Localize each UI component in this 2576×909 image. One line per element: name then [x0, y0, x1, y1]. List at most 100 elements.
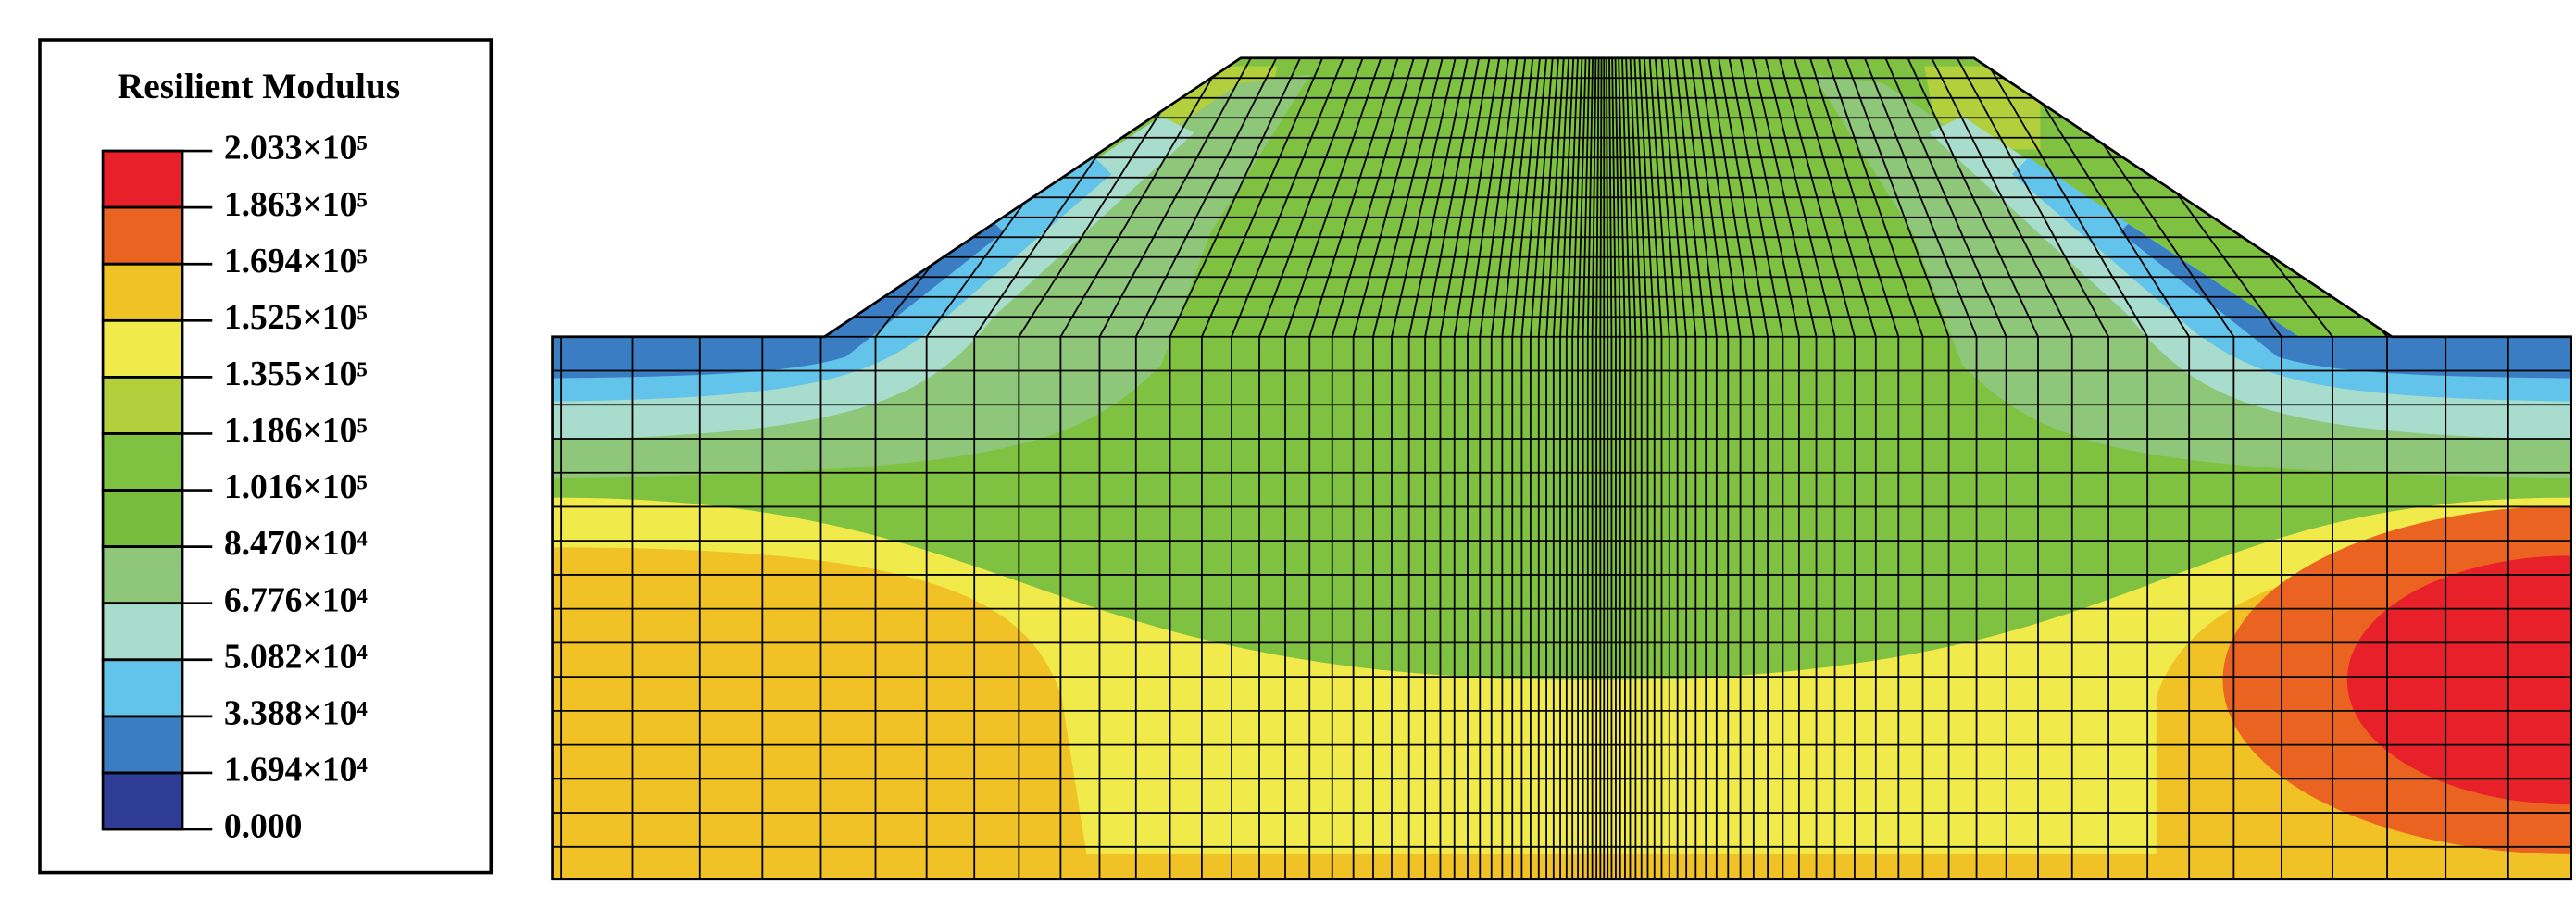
mesh-line — [1501, 57, 1534, 337]
mesh-line — [1537, 57, 1559, 337]
mesh-line — [1059, 57, 1225, 338]
colorbar-swatch — [101, 658, 184, 718]
mesh-line — [1643, 57, 1663, 337]
colorbar-swatch — [101, 771, 184, 831]
colorbar-swatch — [101, 715, 184, 775]
mesh-line — [1608, 57, 1613, 337]
mesh-line — [1511, 57, 1541, 337]
mesh-line — [1599, 57, 1603, 337]
mesh-line — [1667, 57, 1697, 337]
colorbar-label: 0.000 — [224, 807, 303, 846]
colorbar-label: 1.694×10⁴ — [224, 751, 368, 790]
mesh-line — [1844, 57, 1950, 338]
mesh-line — [1956, 57, 2109, 338]
mesh-line — [1826, 57, 1924, 338]
mesh-line — [1778, 57, 1856, 338]
colorbar-label: 2.033×10⁵ — [224, 129, 368, 168]
mesh-line — [1629, 57, 1643, 337]
colorbar-label: 1.694×10⁵ — [224, 242, 368, 280]
mesh-line — [1559, 57, 1575, 337]
mesh-line — [1983, 57, 2148, 338]
mesh-line — [1098, 57, 1252, 338]
mesh-line — [1907, 57, 2039, 338]
mesh-line — [1739, 57, 1800, 337]
mesh-line — [1931, 57, 2073, 338]
mesh-line — [1718, 57, 1769, 337]
mesh-line — [1258, 57, 1364, 338]
domain-outline — [551, 56, 2573, 881]
contour-region — [2222, 505, 2571, 854]
mesh-line — [1654, 57, 1679, 337]
colorbar-label: 1.525×10⁵ — [224, 298, 368, 337]
mesh-line — [1793, 57, 1877, 338]
mesh-line — [1638, 57, 1656, 337]
mesh-line — [1407, 57, 1469, 337]
mesh-line — [1591, 57, 1597, 337]
mesh-line — [1728, 57, 1784, 337]
mesh-line — [1884, 57, 2007, 338]
colorbar-label: 1.355×10⁵ — [224, 355, 368, 393]
mesh-line — [1633, 57, 1649, 337]
mesh-line — [1809, 57, 1900, 338]
colorbar-swatch — [101, 318, 184, 379]
canvas: Resilient Modulus 2.033×10⁵ 1.863×10⁵ 1.69… — [38, 38, 2573, 881]
mesh-line — [1582, 57, 1591, 337]
mesh-line — [1530, 57, 1554, 337]
contour-region — [2346, 555, 2571, 805]
contour-region — [552, 223, 1004, 379]
mesh-line — [1308, 57, 1399, 338]
colorbar-label: 6.776×10⁴ — [224, 580, 368, 619]
mesh-line — [1467, 57, 1510, 337]
mesh-line — [1391, 57, 1457, 337]
mesh-line — [1614, 57, 1621, 337]
mesh-line — [1201, 57, 1324, 338]
mesh-line — [1751, 57, 1818, 337]
mesh-line — [1648, 57, 1670, 337]
mesh-line — [1707, 57, 1755, 337]
mesh-line — [1231, 57, 1344, 338]
colorbar-swatch — [101, 376, 184, 435]
colorbar-label: 1.016×10⁵ — [224, 467, 368, 506]
colorbar-swatch — [101, 149, 184, 209]
mesh-line — [1284, 57, 1382, 338]
mesh-line — [1764, 57, 1836, 337]
mesh-line — [1864, 57, 1978, 338]
mesh-line — [1618, 57, 1626, 337]
mesh-line — [1611, 57, 1617, 337]
colorbar-label: 3.388×10⁴ — [224, 693, 368, 732]
colorbar-swatch — [101, 432, 184, 492]
colorbar-swatch — [101, 205, 184, 266]
mesh-line — [1660, 57, 1688, 337]
colorbar-label: 1.863×10⁵ — [224, 185, 368, 224]
mesh-line — [1372, 57, 1444, 337]
mesh-line — [1674, 57, 1707, 337]
colorbar-swatch — [101, 262, 184, 322]
mesh-line — [1595, 57, 1600, 337]
mesh-line — [2333, 57, 2571, 338]
mesh-line — [1625, 57, 1637, 337]
colorbar-swatch — [101, 602, 184, 662]
mesh-line — [1424, 57, 1480, 337]
colorbar-label: 1.186×10⁵ — [224, 411, 368, 450]
mesh-line — [1577, 57, 1587, 337]
mesh-line — [1690, 57, 1730, 337]
mesh-line — [560, 57, 875, 338]
mesh-line — [1571, 57, 1583, 337]
mesh-line — [1490, 57, 1527, 337]
mesh-line — [631, 57, 925, 338]
mesh-line — [1479, 57, 1519, 337]
contour-region — [2120, 223, 2571, 379]
mesh-line — [1352, 57, 1430, 338]
mesh-line — [1698, 57, 1742, 337]
legend-title: Resilient Modulus — [118, 66, 400, 106]
mesh-line — [1520, 57, 1547, 337]
mesh-line — [1682, 57, 1718, 337]
mesh-line — [1586, 57, 1594, 337]
mesh-line — [1439, 57, 1491, 337]
colorbar-label: 8.470×10⁴ — [224, 524, 368, 563]
mesh-line — [1565, 57, 1579, 337]
colorbar-swatch — [101, 545, 184, 605]
mesh-line — [1545, 57, 1565, 337]
